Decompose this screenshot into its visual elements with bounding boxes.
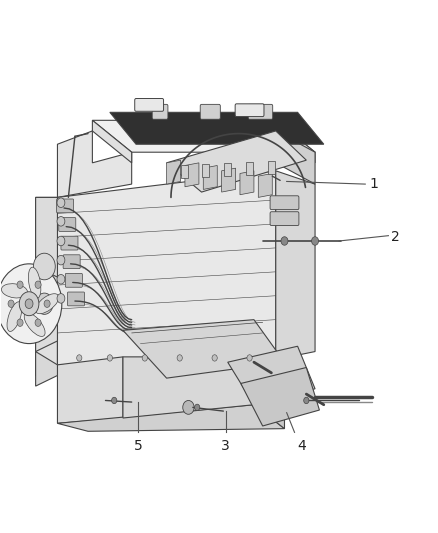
FancyBboxPatch shape (67, 292, 85, 306)
Ellipse shape (24, 313, 45, 336)
Polygon shape (123, 357, 254, 418)
Circle shape (142, 355, 148, 361)
Polygon shape (110, 112, 324, 144)
Circle shape (107, 355, 113, 361)
Polygon shape (92, 120, 132, 163)
Polygon shape (254, 352, 285, 429)
Circle shape (194, 404, 200, 410)
Polygon shape (276, 120, 315, 163)
Circle shape (183, 400, 194, 414)
Text: 2: 2 (392, 230, 400, 244)
Circle shape (0, 264, 62, 344)
FancyBboxPatch shape (65, 273, 82, 287)
Circle shape (19, 292, 39, 316)
FancyBboxPatch shape (270, 212, 299, 225)
Circle shape (33, 253, 55, 280)
Circle shape (112, 397, 117, 403)
Polygon shape (57, 171, 276, 365)
FancyBboxPatch shape (63, 255, 80, 269)
Polygon shape (224, 163, 231, 176)
Polygon shape (276, 131, 315, 184)
Circle shape (57, 255, 65, 265)
Polygon shape (57, 405, 285, 431)
Text: 1: 1 (370, 177, 378, 191)
Text: 5: 5 (134, 439, 143, 453)
Polygon shape (203, 165, 217, 189)
Polygon shape (185, 163, 199, 187)
FancyBboxPatch shape (135, 99, 163, 111)
Polygon shape (180, 165, 187, 178)
Polygon shape (228, 346, 315, 405)
FancyBboxPatch shape (57, 199, 74, 213)
FancyBboxPatch shape (200, 104, 220, 119)
Circle shape (212, 355, 217, 361)
FancyBboxPatch shape (59, 217, 76, 231)
FancyBboxPatch shape (270, 196, 299, 209)
Text: 3: 3 (221, 439, 230, 453)
FancyBboxPatch shape (152, 104, 168, 119)
Circle shape (35, 319, 41, 326)
Circle shape (311, 237, 318, 245)
Circle shape (57, 274, 65, 284)
Circle shape (25, 299, 33, 309)
Polygon shape (92, 120, 315, 152)
Polygon shape (166, 131, 306, 192)
Circle shape (17, 281, 23, 288)
Ellipse shape (35, 294, 59, 314)
Circle shape (35, 293, 53, 314)
Circle shape (57, 216, 65, 226)
Circle shape (57, 236, 65, 246)
Polygon shape (123, 320, 285, 378)
Polygon shape (241, 368, 319, 426)
Polygon shape (240, 171, 254, 195)
Polygon shape (35, 197, 57, 375)
FancyBboxPatch shape (61, 236, 78, 250)
Polygon shape (57, 131, 132, 197)
Circle shape (247, 355, 252, 361)
Polygon shape (258, 173, 272, 197)
Circle shape (77, 355, 82, 361)
FancyBboxPatch shape (235, 104, 264, 117)
Polygon shape (222, 168, 236, 192)
Circle shape (44, 300, 50, 308)
Polygon shape (35, 352, 57, 386)
Circle shape (57, 294, 65, 303)
Text: 4: 4 (297, 439, 306, 453)
Ellipse shape (7, 302, 22, 332)
Polygon shape (35, 266, 57, 352)
Polygon shape (246, 162, 253, 175)
Polygon shape (202, 164, 209, 177)
Polygon shape (268, 161, 275, 174)
Circle shape (57, 198, 65, 207)
Circle shape (8, 300, 14, 308)
Polygon shape (166, 160, 180, 184)
Polygon shape (35, 197, 57, 285)
Circle shape (304, 397, 309, 403)
FancyBboxPatch shape (248, 104, 273, 119)
Polygon shape (276, 171, 315, 360)
Circle shape (281, 237, 288, 245)
Polygon shape (57, 357, 123, 423)
Circle shape (17, 319, 23, 326)
Ellipse shape (1, 284, 28, 298)
Ellipse shape (28, 267, 41, 298)
Circle shape (177, 355, 182, 361)
Circle shape (35, 281, 41, 288)
